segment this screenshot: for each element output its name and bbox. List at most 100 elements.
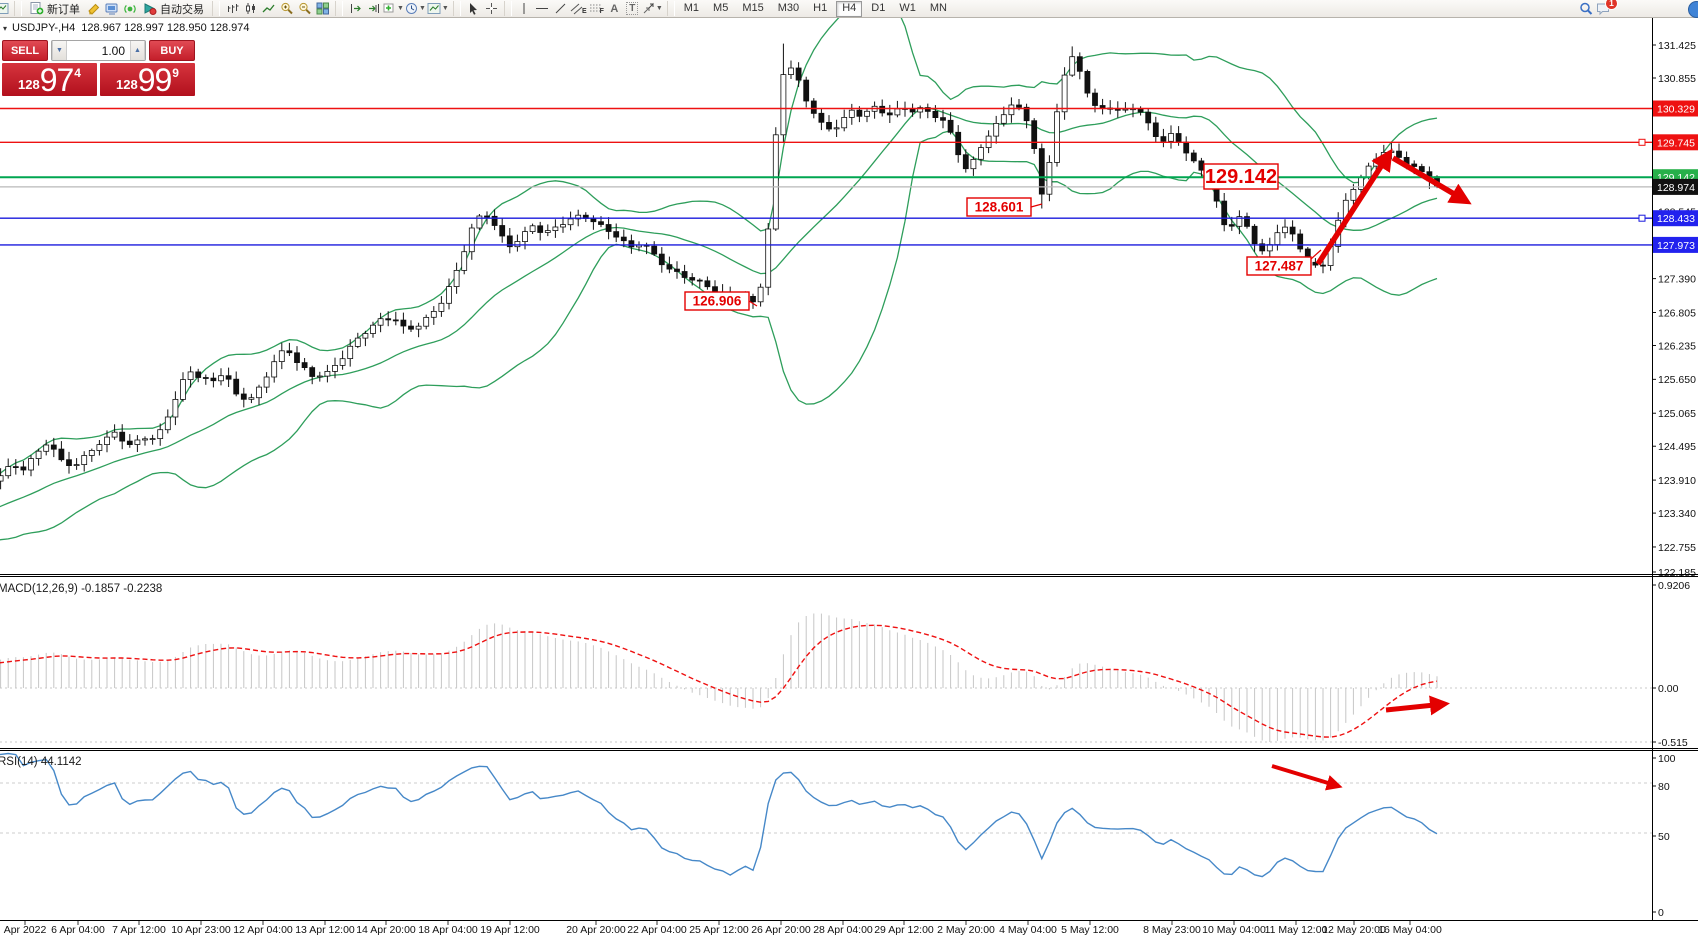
time-axis-label: 12 May 20:00 — [1322, 924, 1386, 936]
timeframe-button-m30[interactable]: M30 — [777, 1, 800, 14]
trend-arrow-1[interactable] — [1315, 148, 1393, 266]
zoom-out-icon[interactable] — [296, 1, 313, 16]
chevron-down-icon: ▼ — [655, 5, 663, 12]
price-callout-box[interactable] — [966, 197, 1032, 217]
chart-title: USDJPY-,H4 128.967 128.997 128.950 128.9… — [12, 22, 250, 34]
timeframe-button-mn[interactable]: MN — [929, 1, 947, 14]
price-axis-tick: 126.235 — [1658, 340, 1696, 352]
trend-arrow-2[interactable] — [1391, 155, 1472, 205]
buy-price-prefix: 128 — [116, 77, 138, 92]
timeframe-button-m15[interactable]: M15 — [742, 1, 764, 14]
price-axis-level-label — [1653, 178, 1698, 195]
price-callout-text: 128.601 — [975, 200, 1024, 215]
arrange-left-icon[interactable] — [347, 1, 364, 16]
indicator-axis-tick: 0 — [1658, 907, 1664, 919]
svg-text:128.433: 128.433 — [1657, 213, 1695, 225]
time-axis-label: 19 Apr 12:00 — [480, 924, 540, 936]
zoom-in-icon[interactable] — [278, 1, 295, 16]
price-axis-tick: 125.065 — [1658, 408, 1696, 420]
price-axis-tick: 123.340 — [1658, 508, 1696, 520]
trendline-icon[interactable] — [552, 1, 569, 16]
crosshair-icon[interactable] — [483, 1, 500, 16]
text-icon[interactable]: A — [610, 2, 619, 15]
level-handle[interactable] — [1638, 214, 1646, 222]
channel-icon[interactable]: E — [570, 1, 587, 16]
price-axis-tick: 122.755 — [1658, 542, 1696, 554]
cursor-icon[interactable] — [465, 1, 482, 16]
toolbar-separator — [335, 1, 343, 16]
price-callout-text: 126.906 — [693, 294, 742, 309]
time-axis-label: 16 May 04:00 — [1378, 924, 1442, 936]
time-axis-label: 5 May 12:00 — [1061, 924, 1119, 936]
price-axis-tick: 123.910 — [1658, 475, 1696, 487]
shapes-icon[interactable]: ▼ — [642, 1, 663, 16]
trend-arrow-4[interactable] — [1271, 764, 1343, 791]
chart-window-icon[interactable] — [0, 1, 10, 16]
trend-arrow-3[interactable] — [1385, 695, 1450, 716]
period-icon[interactable]: ▼ — [405, 1, 426, 16]
time-axis-label: 22 Apr 04:00 — [627, 924, 687, 936]
price-chart-canvas[interactable]: 129.142 128.601 127.487 126.906 131.425 130.8… — [0, 17, 1698, 937]
template-icon[interactable]: ▼ — [427, 1, 449, 16]
timeframe-button-h4[interactable]: H4 — [836, 0, 863, 17]
time-axis-label: 11 May 12:00 — [1265, 924, 1328, 936]
search-icon[interactable] — [1577, 1, 1594, 16]
horizontal-line-icon[interactable] — [534, 1, 551, 16]
toolbar-separator — [212, 1, 220, 16]
sell-price-big: 97 — [39, 61, 75, 98]
macd-signal-line — [0, 624, 1438, 738]
chat-icon[interactable]: 1 — [1595, 0, 1618, 16]
time-axis-label: Apr 2022 — [4, 924, 47, 936]
mailbox-icon[interactable] — [103, 1, 120, 16]
sell-price-prefix: 128 — [18, 77, 40, 92]
level-handle[interactable] — [1638, 138, 1646, 146]
symbol-header: ▾ USDJPY-,H4 128.967 128.997 128.950 128… — [3, 22, 250, 34]
rsi-pane — [0, 752, 1652, 878]
time-axis-label: 29 Apr 12:00 — [874, 924, 934, 936]
chevron-down-icon: ▼ — [441, 5, 449, 12]
buy-button[interactable]: BUY — [149, 40, 195, 61]
price-axis-tick: 124.495 — [1658, 441, 1696, 453]
sell-price-button[interactable]: 128 97 4 — [2, 63, 97, 96]
buy-price-button[interactable]: 128 99 9 — [100, 63, 195, 96]
volume-input[interactable] — [67, 41, 130, 60]
price-callout-box[interactable] — [1203, 163, 1279, 190]
svg-text:127.973: 127.973 — [1657, 240, 1695, 252]
notification-icon[interactable] — [1688, 1, 1698, 18]
buy-price-big: 99 — [137, 61, 173, 98]
arrange-right-icon[interactable] — [365, 1, 382, 16]
timeframe-button-h1[interactable]: H1 — [813, 1, 828, 14]
autotrading-button[interactable]: 自动交易 — [139, 1, 208, 16]
price-axis-level-label — [1653, 134, 1698, 151]
new-order-label: 新订单 — [47, 3, 80, 16]
fibonacci-icon[interactable]: F — [588, 1, 605, 16]
tile-windows-icon[interactable] — [314, 1, 331, 16]
chevron-down-icon: ▼ — [397, 5, 404, 12]
timeframe-button-w1[interactable]: W1 — [899, 1, 916, 14]
bar-chart-icon[interactable] — [224, 1, 241, 16]
price-callout-box[interactable] — [684, 291, 750, 311]
timeframe-button-m5[interactable]: M5 — [713, 1, 729, 14]
vertical-line-icon[interactable] — [516, 1, 533, 16]
timeframe-button-d1[interactable]: D1 — [871, 1, 886, 14]
new-order-button[interactable]: 新订单 — [26, 1, 84, 16]
candlestick-chart-icon[interactable] — [242, 1, 259, 16]
price-callout-box[interactable] — [1246, 256, 1312, 276]
toolbar-separator — [666, 1, 675, 16]
line-chart-icon[interactable] — [260, 1, 277, 16]
label-icon[interactable]: T — [624, 1, 641, 16]
price-axis-tick: 127.390 — [1658, 273, 1696, 285]
signals-icon[interactable] — [121, 1, 138, 16]
chart-menu-icon[interactable]: ▾ — [3, 23, 8, 33]
new-order-icon — [30, 2, 44, 15]
timeframe-button-m1[interactable]: M1 — [683, 1, 700, 14]
volume-increase-button[interactable]: ▲ — [130, 41, 145, 60]
autotrading-label: 自动交易 — [160, 3, 204, 16]
alerts-icon[interactable] — [85, 1, 102, 16]
add-indicator-icon[interactable]: ▼ — [383, 1, 404, 16]
time-axis-label: 10 May 04:00 — [1202, 924, 1266, 936]
sell-button[interactable]: SELL — [2, 40, 48, 61]
timeframe-group: M1 M5 M15 M30 H1 H4 D1 W1 MN — [679, 0, 952, 17]
volume-decrease-button[interactable]: ▼ — [52, 41, 67, 60]
chevron-down-icon: ▼ — [418, 5, 426, 12]
